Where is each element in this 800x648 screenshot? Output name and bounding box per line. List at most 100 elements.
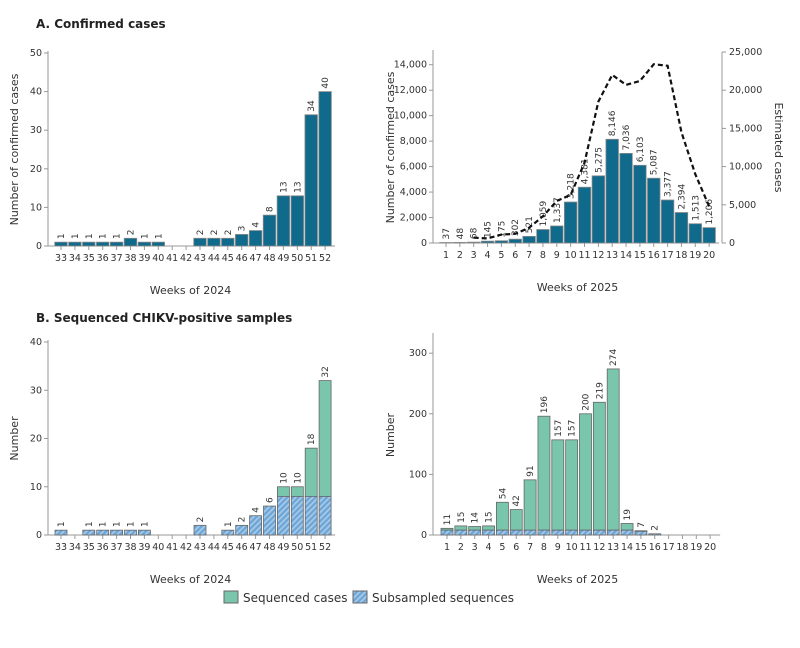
bar-subsampled (290, 495, 304, 536)
x-tick-label: 46 (236, 253, 248, 264)
data-label: 2 (238, 517, 248, 523)
y-tick-label: 40 (30, 87, 42, 98)
bar-confirmed (193, 237, 207, 247)
bar-subsampled (648, 533, 662, 536)
bar-subsampled (440, 529, 454, 536)
x-tick-label: 42 (180, 253, 192, 264)
x-tick-label: 41 (166, 542, 178, 553)
data-label: 145 (484, 221, 494, 238)
y-tick-label: 20 (30, 434, 42, 445)
data-label: 302 (511, 219, 521, 236)
y-tick-label: 100 (409, 469, 427, 480)
data-label: 10 (293, 472, 303, 484)
data-label: 1,337 (553, 197, 563, 223)
x-tick-label: 11 (578, 250, 590, 261)
bar-confirmed (702, 227, 716, 244)
bar-confirmed (453, 241, 467, 244)
data-label: 521 (525, 216, 535, 233)
y-tick-label: 200 (409, 409, 427, 420)
bar-subsampled (249, 515, 263, 536)
bar-confirmed (68, 241, 82, 247)
legend: Sequenced cases Subsampled sequences (223, 590, 514, 605)
bar-confirmed (674, 212, 689, 244)
bar-subsampled (606, 529, 620, 536)
x-tick-label: 5 (498, 250, 504, 261)
y-tick-label: 300 (409, 348, 427, 359)
x-tick-label: 17 (663, 542, 675, 553)
x-tick-label: 48 (263, 253, 275, 264)
x-tick-label: 43 (194, 542, 206, 553)
data-label: 2 (196, 517, 206, 523)
data-label: 2 (224, 230, 234, 236)
x-tick-label: 18 (676, 542, 688, 553)
bar-sequenced (290, 486, 304, 497)
x-tick-label: 47 (250, 253, 262, 264)
x-axis-title: Weeks of 2025 (537, 573, 618, 586)
panel-A2: 0 2,000 4,000 6,000 8,000 10,000 12,000 14,000 0… (384, 47, 785, 294)
data-label: 1 (99, 233, 109, 239)
data-label: 1,206 (705, 199, 715, 225)
x-tick-label: 13 (607, 542, 619, 553)
data-label: 1 (71, 233, 81, 239)
x-tick-label: 52 (319, 542, 331, 553)
data-label: 5,087 (650, 149, 660, 175)
x-tick-label: 19 (689, 250, 701, 261)
data-label: 1 (57, 521, 67, 527)
data-label: 14 (471, 512, 481, 524)
data-label: 2 (651, 525, 661, 531)
bar-subsampled (620, 529, 634, 536)
bar-confirmed (276, 195, 291, 247)
x-tick-label: 51 (305, 253, 317, 264)
y-axis-title: Number (384, 412, 397, 457)
data-label: 6,103 (636, 137, 646, 163)
y-tick-label: 30 (30, 385, 42, 396)
x-tick-label: 2 (457, 250, 463, 261)
x-tick-label: 40 (152, 253, 164, 264)
x-tick-label: 42 (180, 542, 192, 553)
bar-sequenced (276, 486, 290, 497)
y-tick-label: 0 (36, 530, 42, 541)
bar-sequenced (318, 380, 332, 497)
x-tick-label: 35 (83, 253, 95, 264)
bar-sequenced (620, 523, 634, 531)
data-label: 54 (498, 488, 508, 500)
y-tick-label: 0 (421, 530, 427, 541)
x-tick-label: 39 (138, 542, 150, 553)
x-tick-label: 33 (55, 542, 67, 553)
y2-axis-title: Estimated cases (772, 102, 785, 192)
y-tick-label: 10,000 (394, 111, 427, 122)
x-tick-label: 15 (634, 250, 646, 261)
x-tick-label: 44 (208, 253, 220, 264)
y-tick-label: 0 (36, 241, 42, 252)
data-label: 91 (526, 465, 536, 476)
bar-sequenced (606, 368, 620, 531)
y-tick-label: 14,000 (394, 60, 427, 71)
y-tick-label: 40 (30, 337, 42, 348)
legend-swatch-sequenced (223, 590, 239, 604)
data-label: 2 (196, 230, 206, 236)
data-label: 157 (554, 420, 564, 437)
y2-tick-label: 5,000 (729, 200, 756, 211)
x-tick-label: 41 (166, 253, 178, 264)
x-tick-label: 13 (606, 250, 618, 261)
data-label: 219 (595, 382, 605, 399)
bar-subsampled (276, 495, 290, 536)
data-label: 13 (279, 181, 289, 192)
bar-confirmed (508, 238, 522, 244)
x-tick-label: 46 (236, 542, 248, 553)
bar-subsampled (495, 529, 509, 536)
bar-confirmed (619, 153, 633, 244)
data-label: 1 (85, 233, 95, 239)
data-label: 32 (321, 366, 331, 377)
bar-subsampled (54, 529, 68, 536)
bar-confirmed (605, 138, 619, 244)
data-label: 1 (224, 521, 234, 527)
bar-subsampled (551, 529, 565, 536)
x-tick-label: 37 (111, 253, 123, 264)
x-tick-label: 9 (555, 542, 561, 553)
x-tick-label: 6 (513, 542, 519, 553)
bar-confirmed (591, 175, 605, 244)
x-tick-label: 40 (152, 542, 164, 553)
